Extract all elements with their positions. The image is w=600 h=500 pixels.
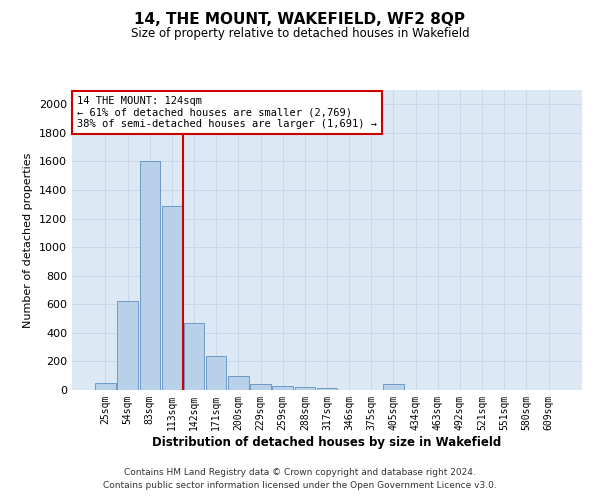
Y-axis label: Number of detached properties: Number of detached properties [23, 152, 34, 328]
Bar [317, 388, 337, 390]
Text: Contains HM Land Registry data © Crown copyright and database right 2024.: Contains HM Land Registry data © Crown c… [124, 468, 476, 477]
Bar [272, 386, 293, 390]
Text: 14, THE MOUNT, WAKEFIELD, WF2 8QP: 14, THE MOUNT, WAKEFIELD, WF2 8QP [134, 12, 466, 28]
Text: Contains public sector information licensed under the Open Government Licence v3: Contains public sector information licen… [103, 480, 497, 490]
Bar [250, 384, 271, 390]
Bar [383, 384, 404, 390]
Bar [140, 162, 160, 390]
Bar [228, 376, 248, 390]
Bar [161, 206, 182, 390]
Bar [295, 387, 315, 390]
Bar [206, 356, 226, 390]
Text: Size of property relative to detached houses in Wakefield: Size of property relative to detached ho… [131, 28, 469, 40]
Bar [118, 302, 138, 390]
Bar [95, 383, 116, 390]
Bar [184, 323, 204, 390]
Text: Distribution of detached houses by size in Wakefield: Distribution of detached houses by size … [152, 436, 502, 449]
Text: 14 THE MOUNT: 124sqm
← 61% of detached houses are smaller (2,769)
38% of semi-de: 14 THE MOUNT: 124sqm ← 61% of detached h… [77, 96, 377, 129]
